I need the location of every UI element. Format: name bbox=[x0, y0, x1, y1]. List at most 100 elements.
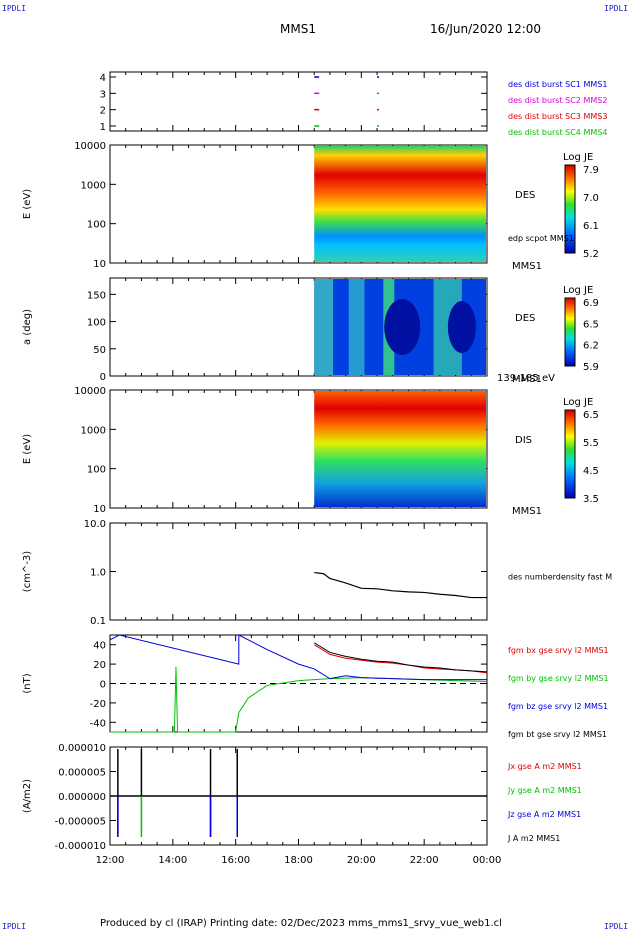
y-tick-label: 1.0 bbox=[90, 568, 106, 579]
y-tick-label: 2 bbox=[100, 106, 106, 117]
y-tick-label: 150 bbox=[87, 290, 106, 301]
series-label: des numberdensity fast M bbox=[508, 573, 612, 582]
panel-label: DES bbox=[515, 190, 535, 201]
y-axis-label: (A/m2) bbox=[22, 779, 33, 813]
colorbar-title: Log JE bbox=[563, 397, 593, 408]
x-tick-label: 00:00 bbox=[473, 855, 502, 866]
colorbar-tick: 6.1 bbox=[583, 221, 599, 232]
series-label: fgm bx gse srvy l2 MMS1 bbox=[508, 646, 609, 655]
x-tick-label: 22:00 bbox=[410, 855, 439, 866]
fgm-line bbox=[110, 666, 488, 733]
colorbar-tick: 3.5 bbox=[583, 494, 599, 505]
panel-density bbox=[109, 522, 488, 621]
colorbar-tick: 6.9 bbox=[583, 298, 599, 309]
colorbar bbox=[564, 164, 576, 254]
pitch-band bbox=[314, 279, 334, 375]
y-tick-label: 100 bbox=[87, 220, 106, 231]
colorbar-tick: 5.9 bbox=[583, 362, 599, 373]
energy-range: 139-185 eV bbox=[497, 373, 555, 384]
legend-entry: des dist burst SC3 MMS3 bbox=[508, 112, 607, 121]
x-tick-label: 16:00 bbox=[221, 855, 250, 866]
series-label: Jx gse A m2 MMS1 bbox=[507, 762, 582, 771]
spectrogram bbox=[314, 146, 486, 262]
y-axis-label: E (eV) bbox=[22, 189, 33, 219]
pitch-core bbox=[447, 301, 476, 353]
series-label: fgm by gse srvy l2 MMS1 bbox=[508, 674, 609, 683]
legend-entry: des dist burst SC4 MMS4 bbox=[508, 128, 607, 137]
series-label: fgm bz gse srvy l2 MMS1 bbox=[508, 702, 608, 711]
colorbar-tick: 5.5 bbox=[583, 438, 599, 449]
panel-des-pitch bbox=[109, 277, 576, 377]
y-tick-label: 4 bbox=[100, 73, 106, 84]
y-tick-label: 10000 bbox=[74, 386, 106, 397]
x-tick-label: 20:00 bbox=[347, 855, 376, 866]
panel-sublabel: MMS1 bbox=[512, 506, 542, 517]
colorbar-title: Log JE bbox=[563, 152, 593, 163]
panel-availability bbox=[109, 71, 488, 132]
colorbar-tick: 5.2 bbox=[583, 249, 599, 260]
corner-label-top-right: IPDLI bbox=[604, 4, 629, 13]
y-axis-label: a (deg) bbox=[22, 309, 33, 345]
panel-label: DES bbox=[515, 313, 535, 324]
pitch-core bbox=[384, 299, 421, 355]
y-tick-label: 1000 bbox=[81, 425, 106, 436]
y-axis-label: (cm^-3) bbox=[22, 551, 33, 592]
x-tick-label: 18:00 bbox=[284, 855, 313, 866]
footer-credit: Produced by cl (IRAP) Printing date: 02/… bbox=[100, 918, 502, 929]
x-tick-label: 12:00 bbox=[96, 855, 125, 866]
colorbar-tick: 4.5 bbox=[583, 466, 599, 477]
series-label: J A m2 MMS1 bbox=[507, 834, 560, 843]
y-tick-label: 10.0 bbox=[84, 519, 106, 530]
y-tick-label: 3 bbox=[100, 89, 106, 100]
series-label: fgm bt gse srvy l2 MMS1 bbox=[508, 730, 607, 739]
y-tick-label: -40 bbox=[90, 718, 106, 729]
colorbar-title: Log JE bbox=[563, 285, 593, 296]
y-tick-label: 0 bbox=[100, 372, 106, 383]
y-tick-label: 1 bbox=[100, 122, 106, 133]
spacecraft-title: MMS1 bbox=[280, 22, 316, 36]
y-tick-label: 0 bbox=[100, 680, 106, 691]
x-tick-label: 14:00 bbox=[158, 855, 187, 866]
y-tick-label: -0.000005 bbox=[55, 817, 106, 828]
panel-dis-energy bbox=[109, 389, 576, 509]
colorbar-tick: 6.5 bbox=[583, 319, 599, 330]
panel-current bbox=[109, 746, 488, 846]
colorbar bbox=[564, 297, 576, 367]
corner-label-top-left: IPDLI bbox=[2, 4, 27, 13]
colorbar-tick: 6.5 bbox=[583, 410, 599, 421]
overlay-label: edp scpot MMS1 bbox=[508, 234, 574, 243]
corner-label-bottom-right: IPDLI bbox=[604, 922, 629, 931]
fgm-line bbox=[109, 634, 487, 681]
colorbar bbox=[564, 409, 576, 499]
density-line bbox=[314, 571, 487, 599]
fgm-line bbox=[313, 644, 488, 674]
legend-entry: des dist burst SC2 MMS2 bbox=[508, 96, 607, 105]
colorbar-tick: 7.9 bbox=[583, 165, 599, 176]
y-tick-label: 0.000005 bbox=[58, 768, 106, 779]
pitch-band bbox=[348, 279, 365, 375]
y-tick-label: 10000 bbox=[74, 141, 106, 152]
spectrogram bbox=[314, 391, 486, 507]
y-axis-label: E (eV) bbox=[22, 434, 33, 464]
y-tick-label: 10 bbox=[93, 504, 106, 515]
y-tick-label: 100 bbox=[87, 318, 106, 329]
panel-frame bbox=[109, 522, 488, 621]
y-tick-label: 0.1 bbox=[90, 616, 106, 627]
panel-frame bbox=[109, 71, 488, 132]
panel-label: DIS bbox=[515, 435, 532, 446]
y-tick-label: -0.000010 bbox=[55, 841, 106, 852]
fgm-line bbox=[313, 642, 488, 673]
y-tick-label: 10 bbox=[93, 259, 106, 270]
y-tick-label: 1000 bbox=[81, 180, 106, 191]
plot-stack: 1 2 3 4 des dist burst SC1 MMS1 des dist burs… bbox=[22, 71, 612, 866]
y-tick-label: -20 bbox=[90, 699, 106, 710]
corner-label-bottom-left: IPDLI bbox=[2, 922, 27, 931]
y-tick-label: 40 bbox=[93, 641, 106, 652]
colorbar-tick: 7.0 bbox=[583, 193, 599, 204]
date-time: 16/Jun/2020 12:00 bbox=[430, 22, 542, 36]
legend-entry: des dist burst SC1 MMS1 bbox=[508, 80, 607, 89]
y-tick-label: 100 bbox=[87, 465, 106, 476]
y-axis-label: (nT) bbox=[22, 673, 33, 693]
y-tick-label: 0.000010 bbox=[58, 743, 106, 754]
series-label: Jz gse A m2 MMS1 bbox=[507, 810, 581, 819]
